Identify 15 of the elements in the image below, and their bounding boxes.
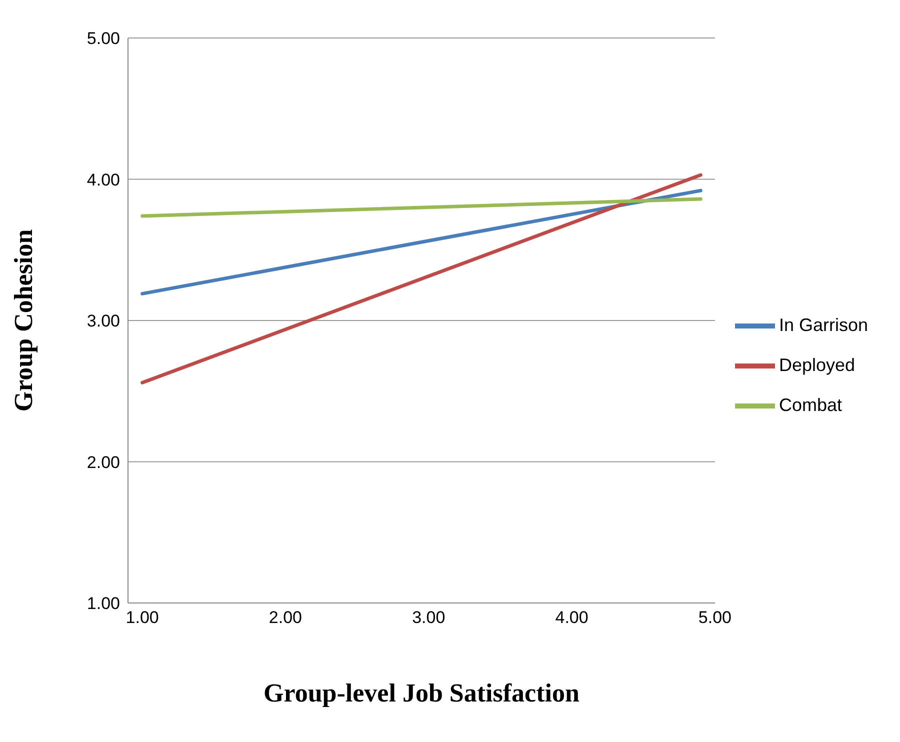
x-tick-label: 2.00 <box>268 608 302 628</box>
legend-label: Combat <box>778 394 842 414</box>
legend-label: Deployed <box>778 354 856 374</box>
x-tick-label: 1.00 <box>126 608 159 628</box>
x-tick-label: 4.00 <box>555 608 588 628</box>
y-tick-label: 2.00 <box>86 452 120 472</box>
y-tick-label: 3.00 <box>86 312 120 331</box>
legend-label: In Garrison <box>778 314 868 334</box>
y-tick-label: 1.00 <box>86 594 120 614</box>
x-tick-label: 5.00 <box>698 608 732 628</box>
x-tick-label: 3.00 <box>412 608 446 628</box>
x-axis-title: Group-level Job Satisfaction <box>264 678 580 708</box>
y-tick-label: 4.00 <box>86 170 120 190</box>
y-tick-label: 5.00 <box>86 29 120 48</box>
y-axis-title: Group Cohesion <box>9 228 38 412</box>
